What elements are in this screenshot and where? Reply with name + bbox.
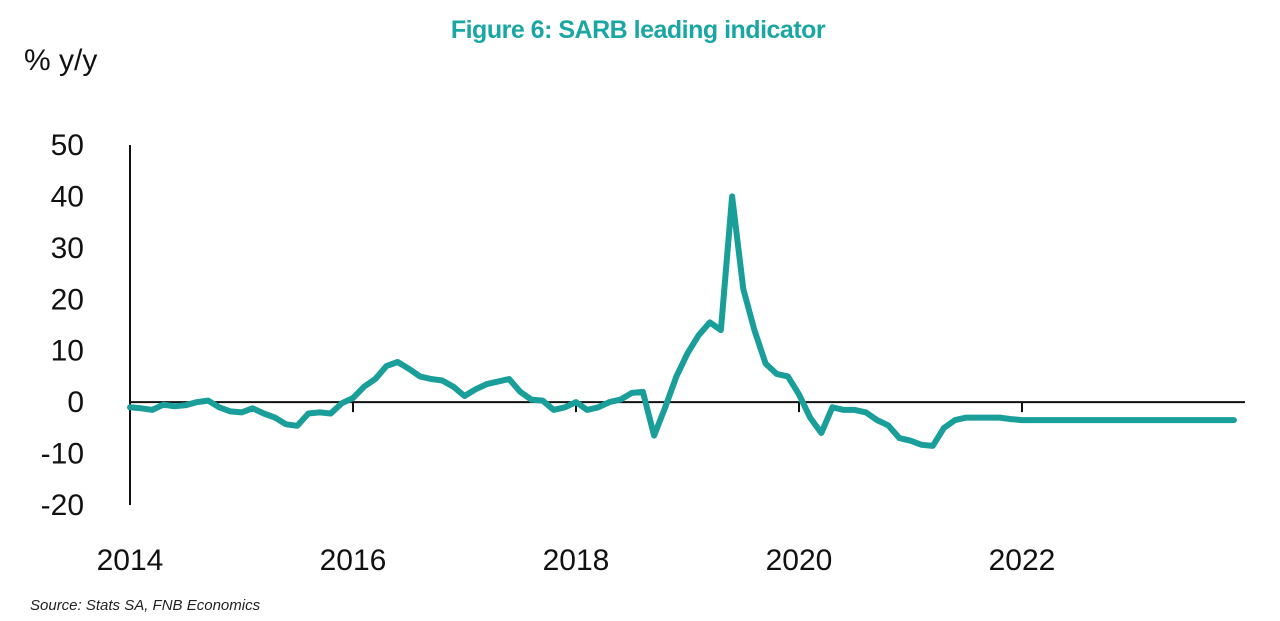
y-tick-label: 50	[51, 129, 84, 162]
y-tick-label: 40	[51, 180, 84, 213]
y-tick-label: -10	[41, 438, 84, 471]
chart-title: Figure 6: SARB leading indicator	[450, 16, 826, 44]
y-tick-label: 0	[67, 386, 84, 419]
series-line	[127, 193, 1237, 449]
y-tick-labels: 50 40 30 20 10 0 -10 -20	[41, 129, 84, 522]
x-tick-label: 2022	[989, 544, 1056, 577]
x-tick-label: 2018	[543, 544, 610, 577]
y-tick-label: 20	[51, 283, 84, 316]
y-tick-label: 10	[51, 335, 84, 368]
x-tick-label: 2014	[97, 544, 164, 577]
y-axis-label: % y/y	[24, 44, 98, 77]
x-tick-label: 2020	[766, 544, 833, 577]
x-tick-marks	[352, 402, 1023, 413]
x-tick-label: 2016	[320, 544, 387, 577]
y-tick-label: -20	[41, 489, 84, 522]
x-tick-labels: 2014 2016 2018 2020 2022	[97, 544, 1056, 577]
y-tick-label: 30	[51, 232, 84, 265]
source-note: Source: Stats SA, FNB Economics	[30, 597, 261, 614]
